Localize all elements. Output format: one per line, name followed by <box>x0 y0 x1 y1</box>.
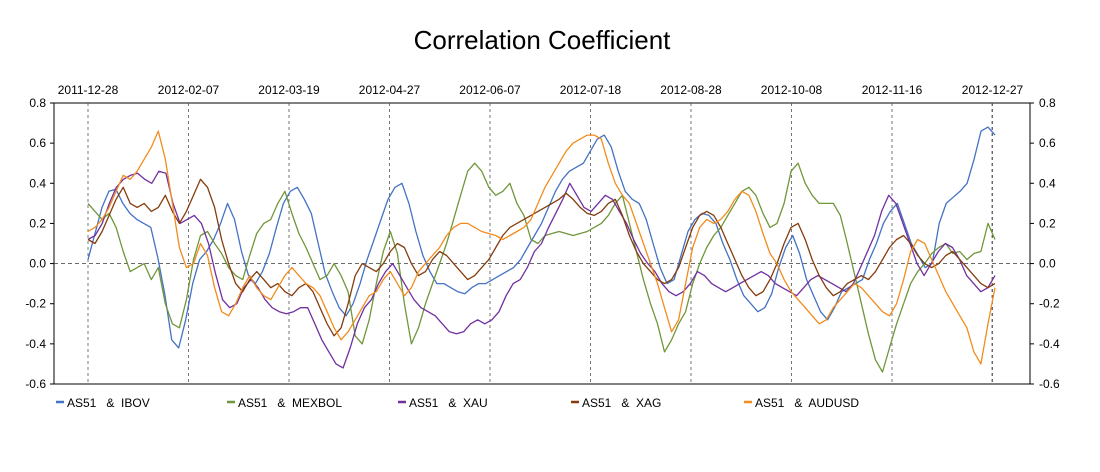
x-axis-top: 2011-12-28 2012-02-07 2012-03-19 2012-04-27… <box>58 83 1024 97</box>
series-line-0 <box>87 126 996 349</box>
series-line-4 <box>87 130 996 365</box>
x-tick-label: 2012-07-18 <box>560 83 622 97</box>
x-tick-label: 2012-06-07 <box>459 83 521 97</box>
y-tick-label-left: 0.8 <box>29 96 46 110</box>
x-tick-label: 2012-04-27 <box>359 83 421 97</box>
y-tick-label-left: 0.6 <box>29 136 46 150</box>
y-tick-label-left: 0.2 <box>29 216 46 230</box>
legend-label-0: AS51 & IBOV <box>67 396 150 410</box>
x-tick-label: 2012-12-27 <box>962 83 1024 97</box>
y-axis-left: 0.8 0.6 0.4 0.2 0.0 -0.2 -0.4 -0.6 <box>25 96 54 391</box>
y-tick-label-right: -0.4 <box>1039 337 1060 351</box>
y-axis-right: 0.8 0.6 0.4 0.2 0.0 -0.2 -0.4 -0.6 <box>1030 96 1060 391</box>
chart-title: Correlation Coefficient <box>414 25 672 55</box>
plot-frame <box>53 102 1031 385</box>
legend-label-2: AS51 & XAU <box>409 396 488 410</box>
series-line-1 <box>87 162 996 373</box>
y-tick-label-left: -0.2 <box>25 297 46 311</box>
y-tick-label-left: -0.4 <box>25 337 46 351</box>
y-tick-label-right: 0.2 <box>1039 216 1056 230</box>
plot-area <box>53 102 1031 385</box>
y-tick-label-right: -0.6 <box>1039 377 1060 391</box>
x-tick-label: 2012-11-16 <box>862 83 923 97</box>
y-tick-label-right: -0.2 <box>1039 297 1060 311</box>
x-tick-label: 2012-03-19 <box>258 83 320 97</box>
legend-label-3: AS51 & XAG <box>582 396 661 410</box>
x-tick-label: 2012-08-28 <box>660 83 722 97</box>
y-tick-label-left: 0.0 <box>29 257 46 271</box>
y-tick-label-right: 0.6 <box>1039 136 1056 150</box>
series-lines <box>87 126 996 373</box>
y-tick-label-left: 0.4 <box>29 176 46 190</box>
y-tick-label-left: -0.6 <box>25 377 46 391</box>
x-tick-label: 2011-12-28 <box>58 83 119 97</box>
y-tick-label-right: 0.4 <box>1039 176 1056 190</box>
y-tick-label-right: 0.0 <box>1039 257 1056 271</box>
legend-label-1: AS51 & MEXBOL <box>238 396 342 410</box>
legend-label-4: AS51 & AUDUSD <box>755 396 859 410</box>
y-tick-label-right: 0.8 <box>1039 96 1056 110</box>
legend: AS51 & IBOV AS51 & MEXBOL AS51 & XAU AS51 &… <box>56 396 859 410</box>
x-tick-label: 2012-10-08 <box>761 83 823 97</box>
x-tick-label: 2012-02-07 <box>158 83 220 97</box>
series-line-2 <box>87 170 996 369</box>
series-line-3 <box>87 178 996 337</box>
